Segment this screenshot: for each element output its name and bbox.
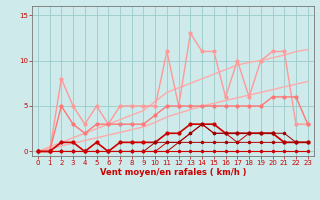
X-axis label: Vent moyen/en rafales ( km/h ): Vent moyen/en rafales ( km/h ) bbox=[100, 168, 246, 177]
